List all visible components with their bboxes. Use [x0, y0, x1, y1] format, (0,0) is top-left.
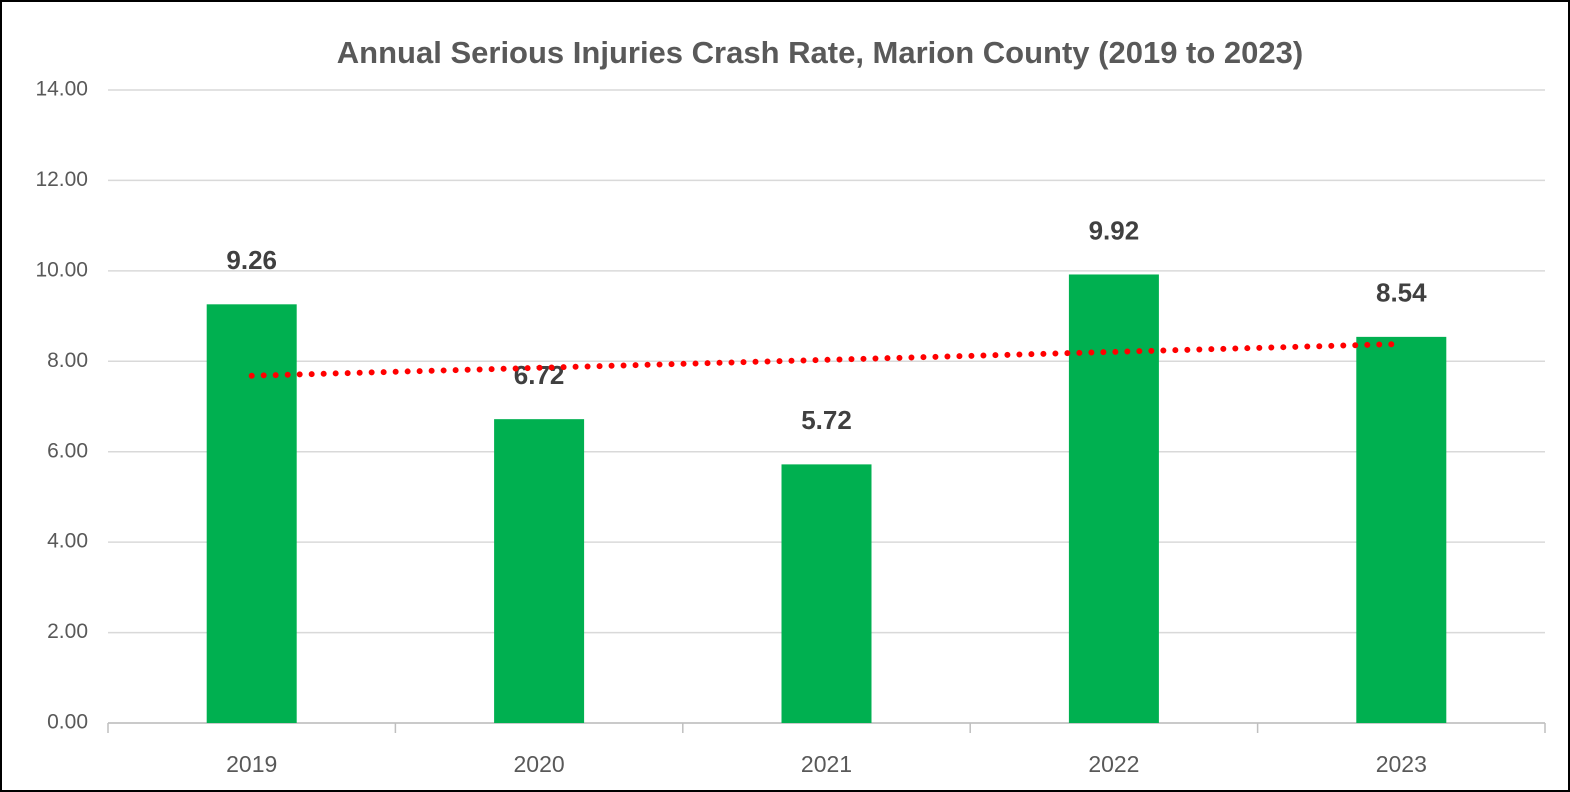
y-tick-label: 4.00 [47, 530, 88, 553]
x-tick-label: 2020 [514, 751, 565, 777]
bar [206, 304, 297, 723]
chart-title: Annual Serious Injuries Crash Rate, Mari… [337, 35, 1303, 70]
y-tick-label: 8.00 [47, 349, 88, 372]
y-tick-label: 0.00 [47, 711, 88, 734]
data-label: 5.72 [801, 405, 852, 435]
y-tick-label: 2.00 [47, 620, 88, 643]
data-label: 9.92 [1089, 215, 1140, 245]
data-label: 8.54 [1376, 278, 1427, 308]
bar [1356, 336, 1447, 723]
data-label: 9.26 [226, 245, 277, 275]
y-tick-label: 10.00 [35, 258, 88, 281]
bar [1068, 274, 1159, 723]
trendline [248, 340, 1405, 379]
data-label: 6.72 [514, 360, 565, 390]
y-tick-label: 6.00 [47, 439, 88, 462]
x-tick-label: 2023 [1376, 751, 1427, 777]
bar [494, 419, 585, 723]
x-tick-label: 2022 [1088, 751, 1139, 777]
y-tick-label: 14.00 [35, 78, 88, 101]
bar [781, 464, 872, 723]
x-tick-label: 2021 [801, 751, 852, 777]
y-tick-label: 12.00 [35, 168, 88, 191]
x-tick-label: 2019 [226, 751, 277, 777]
